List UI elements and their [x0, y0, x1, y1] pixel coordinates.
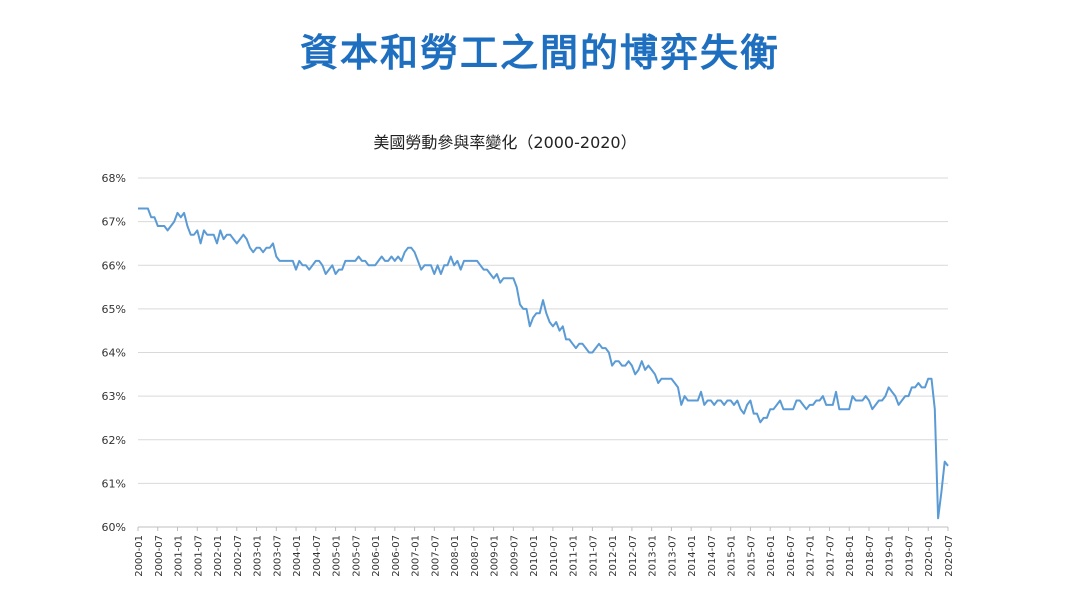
- x-tick-label: 2011-01: [569, 535, 580, 577]
- x-tick-label: 2013-01: [648, 535, 659, 577]
- x-tick-label: 2004-01: [292, 535, 303, 577]
- series-layer: [138, 207, 949, 520]
- y-tick-label: 62%: [102, 434, 126, 447]
- x-tick-label: 2002-01: [213, 535, 224, 577]
- x-tick-label: 2001-07: [193, 535, 204, 577]
- x-tick-label: 2009-07: [509, 535, 520, 577]
- x-axis-ticks: 2000-01 2000-07 2001-01 2001-07 2002-01 2002-…: [134, 527, 955, 577]
- x-tick-label: 2020-01: [924, 535, 935, 577]
- x-tick-label: 2008-07: [470, 535, 481, 577]
- x-tick-label: 2003-01: [253, 535, 264, 577]
- grid-lines: [138, 177, 948, 528]
- x-tick-label: 2008-01: [450, 535, 461, 577]
- x-tick-label: 2007-01: [411, 535, 422, 577]
- x-tick-label: 2005-07: [351, 535, 362, 577]
- x-tick-label: 2000-07: [154, 535, 165, 577]
- y-tick-label: 65%: [102, 303, 126, 316]
- y-tick-label: 64%: [102, 347, 126, 360]
- y-tick-label: 66%: [102, 259, 126, 272]
- x-tick-label: 2014-07: [707, 535, 718, 577]
- y-tick-label: 68%: [102, 172, 126, 185]
- x-tick-label: 2004-07: [312, 535, 323, 577]
- x-tick-label: 2012-07: [628, 535, 639, 577]
- x-tick-label: 2002-07: [233, 535, 244, 577]
- y-axis-ticks: 60% 61% 62% 63% 64% 65% 66% 67% 68%: [102, 172, 126, 534]
- x-tick-label: 2012-01: [608, 535, 619, 577]
- chart-title: 美國勞動參與率變化（2000-2020）: [373, 133, 636, 152]
- x-tick-label: 2001-01: [174, 535, 185, 577]
- x-tick-label: 2010-07: [549, 535, 560, 577]
- x-tick-label: 2016-07: [786, 535, 797, 577]
- x-tick-label: 2005-01: [332, 535, 343, 577]
- x-tick-label: 2019-01: [885, 535, 896, 577]
- x-tick-label: 2018-01: [845, 535, 856, 577]
- y-tick-label: 63%: [102, 390, 126, 403]
- x-tick-label: 2016-01: [766, 535, 777, 577]
- x-tick-label: 2011-07: [588, 535, 599, 577]
- x-tick-label: 2015-01: [727, 535, 738, 577]
- x-tick-label: 2010-01: [529, 535, 540, 577]
- x-tick-label: 2018-07: [865, 535, 876, 577]
- x-tick-label: 2006-01: [371, 535, 382, 577]
- x-tick-label: 2000-01: [134, 535, 145, 577]
- y-tick-label: 61%: [102, 477, 126, 490]
- y-tick-label: 60%: [102, 521, 126, 534]
- x-tick-label: 2019-07: [904, 535, 915, 577]
- x-tick-label: 2007-07: [430, 535, 441, 577]
- x-tick-label: 2013-07: [667, 535, 678, 577]
- x-tick-label: 2017-01: [806, 535, 817, 577]
- y-tick-label: 67%: [102, 216, 126, 229]
- x-tick-label: 2017-07: [825, 535, 836, 577]
- x-tick-label: 2015-07: [746, 535, 757, 577]
- series-line: [138, 207, 949, 520]
- slide-title: 資本和勞工之間的博弈失衡: [299, 31, 780, 75]
- x-tick-label: 2003-07: [272, 535, 283, 577]
- x-tick-label: 2020-07: [944, 535, 955, 577]
- x-tick-label: 2006-07: [391, 535, 402, 577]
- x-tick-label: 2014-01: [687, 535, 698, 577]
- x-tick-label: 2009-01: [490, 535, 501, 577]
